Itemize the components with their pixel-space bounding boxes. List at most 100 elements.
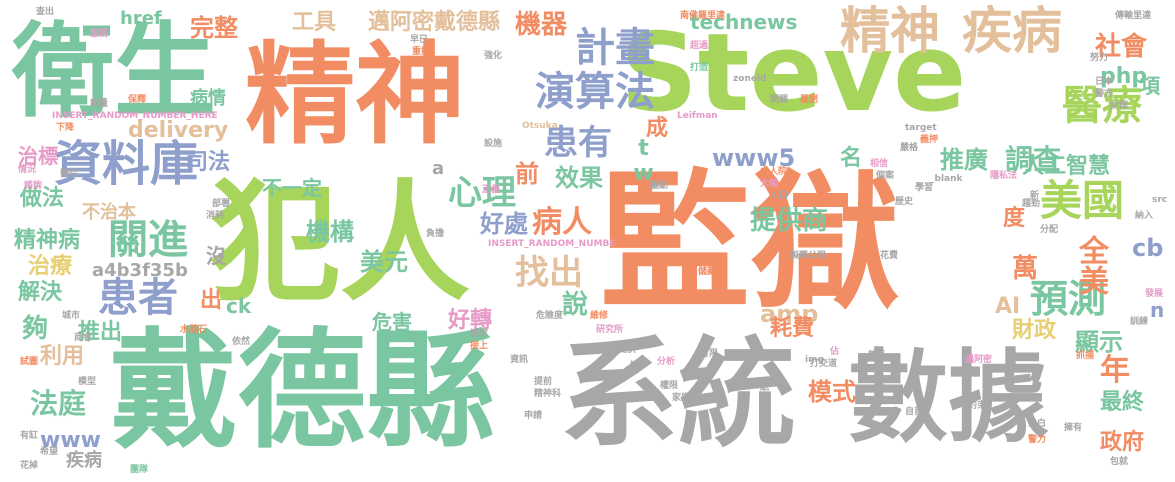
word-leifman: Leifman	[677, 111, 718, 121]
word-kaiguan: 開關	[770, 95, 789, 105]
word-yiran: 依然	[232, 337, 251, 347]
word-php: php	[1100, 64, 1148, 89]
word-wanzheng: 完整	[190, 14, 238, 42]
word-baoshi: 保釋	[128, 95, 147, 105]
word-fudan: 負擔	[426, 229, 445, 239]
word-huadiao: 花掉	[20, 461, 39, 471]
word-yougang: 有缸	[20, 431, 39, 441]
word-weihai: 危害	[372, 310, 412, 334]
word-gou: 夠	[22, 314, 49, 344]
word-huafei: 花費	[880, 251, 899, 261]
word-jigou: 機構	[306, 218, 354, 246]
word-weisheng: 衛生	[12, 13, 216, 132]
word-xuexi: 學習	[915, 183, 934, 193]
word-qudong: 驅動	[650, 181, 669, 191]
word-zhiyao-gongsi: 製藥公司	[790, 251, 827, 261]
word-yueshu: 約束	[968, 401, 987, 411]
word-ziliaoku: 資料庫	[54, 136, 199, 192]
word-tigong: 提供	[618, 345, 637, 355]
word-fenxi: 分析	[657, 357, 676, 367]
word-haozhuan: 好轉	[448, 308, 493, 333]
word-tiqian: 提前	[534, 377, 553, 387]
word-zhiliao: 治療	[28, 254, 73, 279]
word-jihua: 計畫	[575, 25, 655, 71]
word-chu: 出	[200, 288, 223, 313]
word-fenpei: 分配	[1040, 225, 1059, 235]
word-shubi: 屬閉	[800, 95, 819, 105]
word-haofei: 耗費	[770, 316, 815, 341]
word-shuliang: 數量	[90, 99, 109, 109]
word-quanmei: 全美	[1073, 235, 1108, 295]
word-rengong-zhihui: 人工智慧	[1022, 154, 1111, 179]
word-maiami-daide-xian: 邁阿密戴德縣	[368, 10, 501, 35]
word-dafu: 大幅	[760, 179, 779, 189]
word-a4b3f35b: a4b3f35b	[92, 260, 188, 281]
word-fazhan: 發展	[1145, 289, 1164, 299]
word-zishou: 自首	[905, 407, 924, 417]
word-zhuabu: 抓捕	[1076, 351, 1095, 361]
word-dazao: 打造	[690, 63, 709, 73]
word-shenqing: 申請	[524, 411, 543, 421]
word-chuanshu-lida: 傳輸里達	[1115, 11, 1152, 21]
word-riben: 日本	[1095, 77, 1114, 87]
word-fuwu: 服務	[90, 29, 109, 39]
word-lishi: 歷史	[895, 197, 914, 207]
word-fanren: 犯人	[210, 167, 471, 319]
word-zoneid: zoneid	[733, 74, 767, 84]
word-gongju: 工具	[292, 10, 337, 35]
word-blank: _blank	[930, 174, 963, 184]
word-shehui: 社會	[1095, 32, 1148, 62]
word-ming: 名	[840, 146, 863, 171]
word-xiang: 項	[1140, 74, 1160, 98]
word-qingkuang: 情況	[18, 165, 37, 175]
word-haochu: 好處	[480, 210, 528, 238]
word-cb: cb	[1132, 234, 1164, 262]
word-sheshi: 設施	[484, 139, 503, 149]
word-shuju: 數據	[848, 339, 1048, 456]
word-jingshenbing: 精神病	[14, 228, 81, 253]
word-qianghua: 強化	[484, 51, 503, 61]
word-jingshen: 精神	[840, 2, 940, 60]
word-xiajiang: 下降	[56, 123, 75, 133]
word-xibai: 息白	[1028, 419, 1047, 429]
word-xiangxin: 相信	[870, 159, 889, 169]
word-yinsifa: 隱私法	[990, 171, 1018, 181]
word-amp: amp	[760, 300, 819, 328]
word-zuofa: 做法	[20, 186, 65, 211]
word-moxing: 模型	[78, 377, 97, 387]
word-xunlian: 訓練	[1130, 317, 1149, 327]
word-insert-random-number-here: INSERT_RANDOM_NUMBER_HERE	[52, 111, 218, 121]
word-qian: 前	[515, 160, 539, 188]
word-xin: 新	[1030, 191, 1040, 201]
word-nanfoluolida: 南佛羅里達	[680, 11, 726, 21]
word-jiating: 家庭	[672, 393, 691, 403]
word-buzhiben: 不治本	[82, 202, 136, 223]
word-xiwang: 希望	[40, 447, 59, 457]
word-zhengyi: 正義	[482, 185, 501, 195]
word-daide-xian: 戴德縣	[110, 317, 495, 466]
word-zhan: 佔	[830, 347, 840, 357]
word-dajiaodao: 打交道	[810, 359, 838, 369]
word-zhengfu: 政府	[1100, 430, 1145, 455]
word-chengshi: 城市	[62, 311, 81, 321]
word-moshi: 模式	[808, 378, 856, 406]
word-tuandui: 團隊	[130, 465, 149, 475]
word-qujing: 趨勁	[1022, 199, 1041, 209]
word-shuo: 說	[562, 290, 589, 320]
word-xiaohao: 消耗	[206, 211, 225, 221]
word-www5: www5	[712, 144, 796, 172]
word-diaocha: 調查	[1005, 143, 1062, 176]
word-sifa: 司法	[186, 150, 231, 175]
word-jingshenke: 精神科	[534, 389, 562, 399]
word-target: target	[905, 123, 937, 133]
word-meiyuan: 美元	[360, 248, 408, 276]
word-weixiandu: 危險度	[536, 311, 564, 321]
word-huanyou: 患有	[544, 123, 612, 163]
word-cheng: 成	[646, 116, 669, 141]
word-jibing: 疾病	[962, 2, 1062, 60]
word-nuli: 努力	[1090, 53, 1109, 63]
word-zhaochu: 找出	[515, 253, 583, 293]
word-yiliao: 醫療	[1062, 83, 1142, 129]
word-zuizhong: 最終	[1100, 390, 1145, 415]
word-shanghui: 商會	[74, 333, 93, 343]
